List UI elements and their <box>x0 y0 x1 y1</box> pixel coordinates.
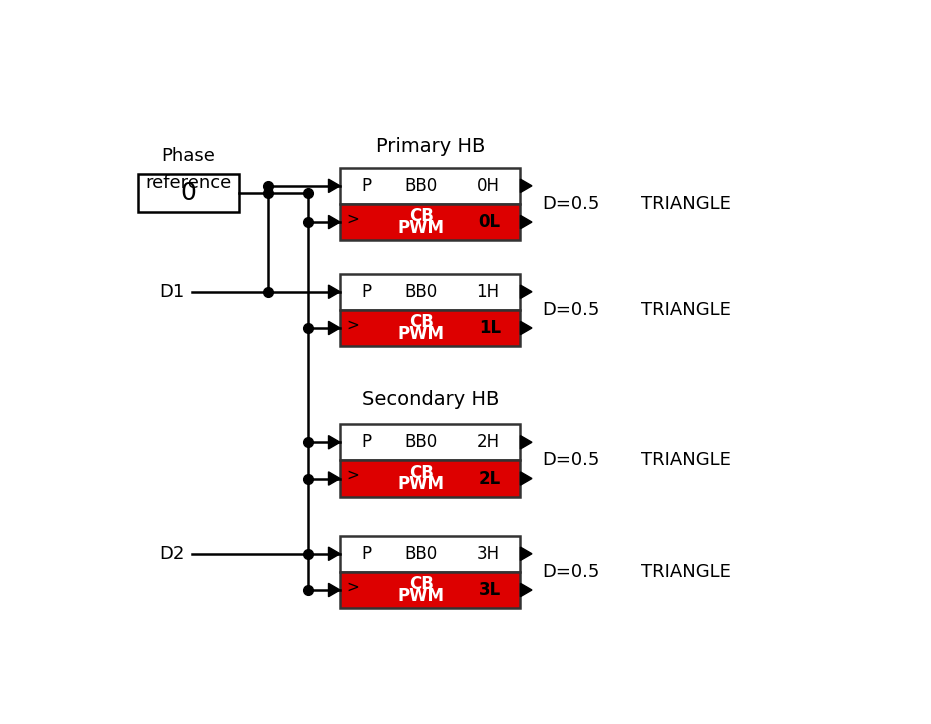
Bar <box>340 310 520 346</box>
Text: TRIANGLE: TRIANGLE <box>641 301 732 319</box>
Text: P: P <box>361 177 371 195</box>
Text: 2L: 2L <box>479 469 501 487</box>
Text: 0L: 0L <box>479 213 501 231</box>
Text: PWM: PWM <box>398 324 445 342</box>
Text: PWM: PWM <box>398 475 445 493</box>
Text: TRIANGLE: TRIANGLE <box>641 195 732 213</box>
Text: Phase: Phase <box>162 147 215 165</box>
Text: CB: CB <box>409 464 434 482</box>
Bar <box>138 174 239 211</box>
Polygon shape <box>520 584 532 597</box>
Text: 2H: 2H <box>477 433 500 451</box>
Text: D1: D1 <box>160 283 185 300</box>
Text: >: > <box>346 318 359 333</box>
Bar <box>340 274 520 310</box>
Text: 0H: 0H <box>477 177 499 195</box>
Text: BB0: BB0 <box>405 544 438 563</box>
Text: PWM: PWM <box>398 586 445 605</box>
Text: BB0: BB0 <box>405 177 438 195</box>
Polygon shape <box>329 285 340 298</box>
Text: D=0.5: D=0.5 <box>542 195 600 213</box>
Polygon shape <box>329 584 340 597</box>
Polygon shape <box>520 285 532 298</box>
Text: reference: reference <box>145 174 232 192</box>
Polygon shape <box>520 215 532 229</box>
Polygon shape <box>329 215 340 229</box>
Text: D2: D2 <box>160 544 185 563</box>
Text: TRIANGLE: TRIANGLE <box>641 451 732 469</box>
Text: >: > <box>346 580 359 594</box>
Text: BB0: BB0 <box>405 433 438 451</box>
Text: PWM: PWM <box>398 219 445 237</box>
Text: D=0.5: D=0.5 <box>542 451 600 469</box>
Text: CB: CB <box>409 208 434 225</box>
Text: BB0: BB0 <box>405 283 438 300</box>
Text: 1H: 1H <box>477 283 500 300</box>
Polygon shape <box>520 436 532 449</box>
Text: 3H: 3H <box>477 544 500 563</box>
Bar <box>340 204 520 240</box>
Text: 0: 0 <box>181 181 196 205</box>
Bar <box>340 572 520 608</box>
Text: D=0.5: D=0.5 <box>542 301 600 319</box>
Text: >: > <box>346 212 359 227</box>
Bar <box>340 424 520 460</box>
Polygon shape <box>329 472 340 485</box>
Polygon shape <box>329 436 340 449</box>
Text: Secondary HB: Secondary HB <box>361 390 499 408</box>
Text: 3L: 3L <box>479 581 501 599</box>
Polygon shape <box>329 179 340 193</box>
Polygon shape <box>329 321 340 334</box>
Polygon shape <box>520 179 532 193</box>
Text: P: P <box>361 544 371 563</box>
Text: Primary HB: Primary HB <box>375 137 485 156</box>
Text: CB: CB <box>409 576 434 594</box>
Bar <box>340 168 520 204</box>
Bar <box>340 460 520 497</box>
Text: D=0.5: D=0.5 <box>542 563 600 581</box>
Polygon shape <box>329 547 340 560</box>
Polygon shape <box>520 321 532 334</box>
Text: P: P <box>361 283 371 300</box>
Polygon shape <box>520 547 532 560</box>
Text: CB: CB <box>409 313 434 332</box>
Text: P: P <box>361 433 371 451</box>
Text: >: > <box>346 468 359 483</box>
Text: 1L: 1L <box>479 319 501 337</box>
Bar <box>340 536 520 572</box>
Polygon shape <box>520 472 532 485</box>
Text: TRIANGLE: TRIANGLE <box>641 563 732 581</box>
